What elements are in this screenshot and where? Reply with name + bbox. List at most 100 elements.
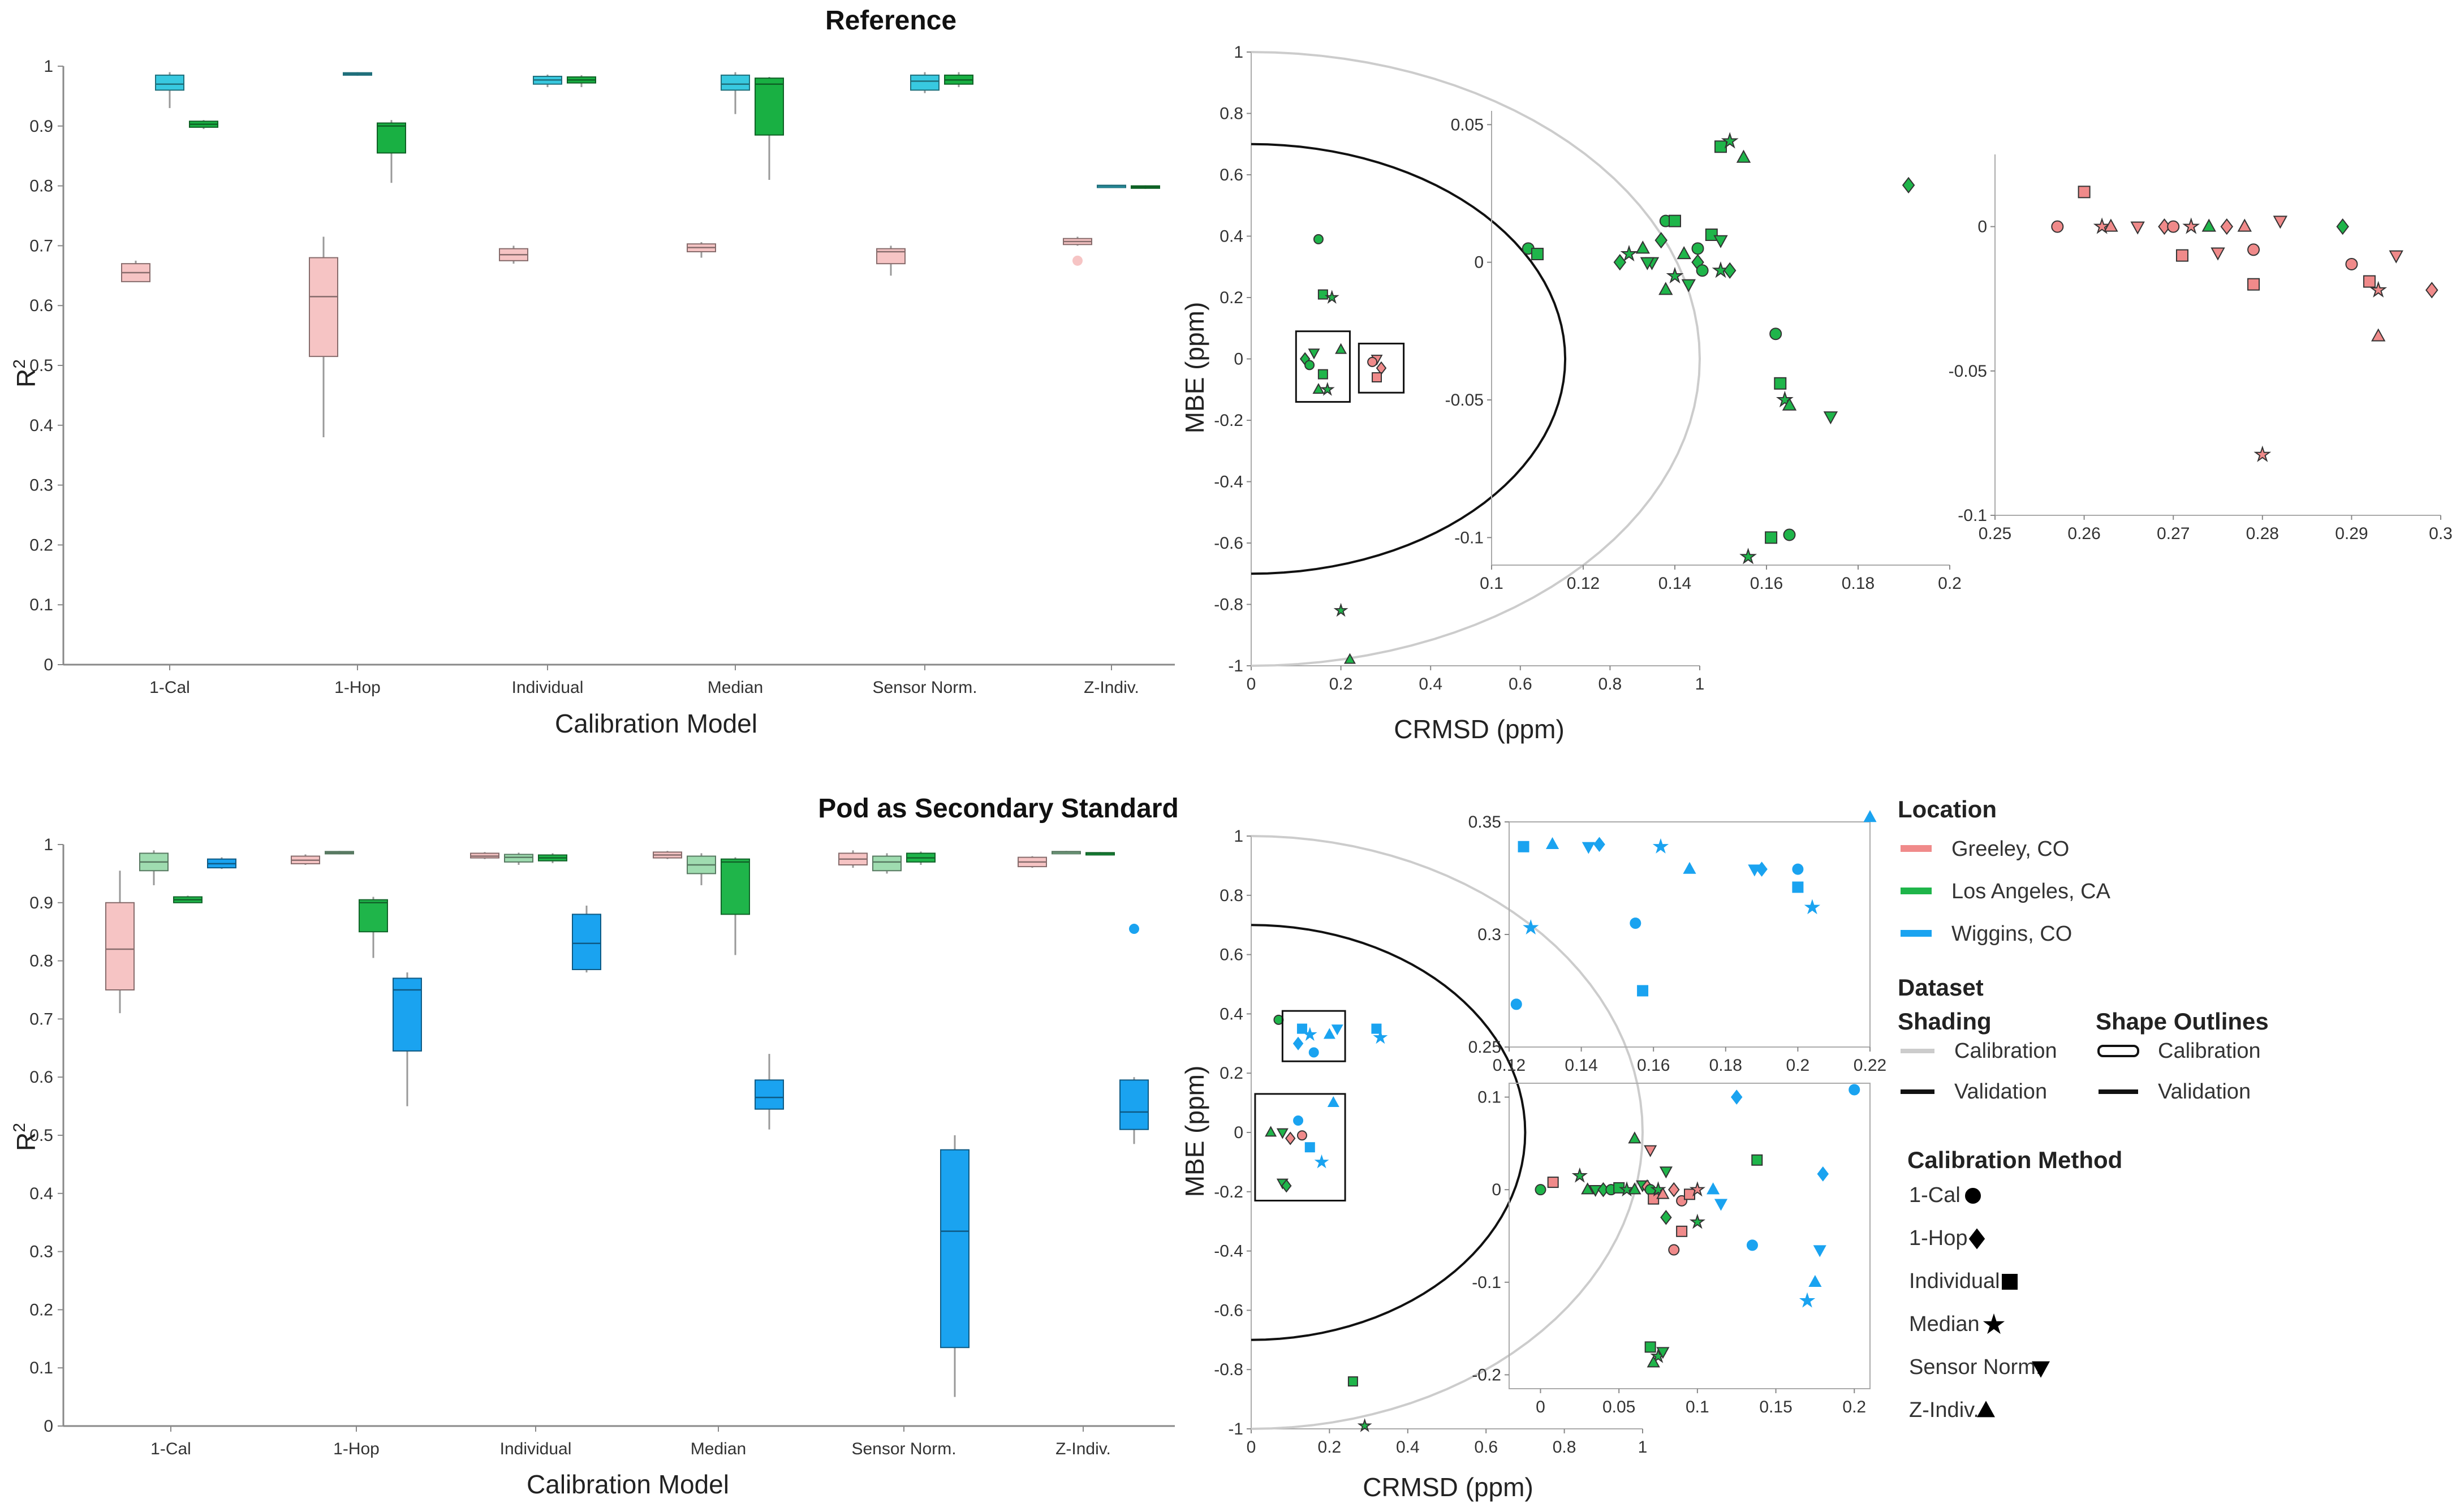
y-tick-label: 0.05: [1451, 115, 1484, 134]
y-tick-label: 0.2: [1220, 1064, 1243, 1083]
reference-zoom-la: 0.1 0.12 0.14 0.16 0.18 0.2 -0.1 -0.05 0 0.05: [1445, 111, 1962, 593]
x-tick-label: 0.16: [1637, 1056, 1670, 1075]
y-tick-label: 0.1: [1477, 1088, 1501, 1107]
y-tick-label: -0.4: [1214, 473, 1243, 492]
data-point: [1799, 1292, 1816, 1308]
x-tick-label: 0.2: [1842, 1398, 1866, 1416]
x-tick-label: Sensor Norm.: [872, 678, 977, 697]
data-point: [1314, 1154, 1329, 1169]
x-tick-label: 0: [1247, 675, 1256, 693]
data-point: [1660, 1209, 1672, 1225]
outlier: [1072, 255, 1083, 266]
target-circle: [1251, 51, 1701, 667]
y-tick-label: -0.6: [1214, 534, 1243, 553]
box: [377, 122, 406, 154]
x-tick-label: 0.26: [2067, 524, 2100, 543]
x-tick-label: 0.1: [1686, 1398, 1709, 1416]
data-point: [1676, 1225, 1688, 1237]
data-point: [1510, 998, 1522, 1010]
data-point: [1571, 1167, 1588, 1183]
reference-title: Reference: [825, 6, 956, 36]
x-tick-label: 0.05: [1602, 1398, 1635, 1416]
y-tick-label: 1: [44, 835, 53, 854]
reference-xlabel: Calibration Model: [555, 709, 757, 738]
data-point: [1776, 390, 1794, 408]
x-tick-label: Z-Indiv.: [1055, 1440, 1111, 1458]
x-tick-label: 0.14: [1658, 574, 1691, 593]
reference-zoom-greeley: 0.25 0.26 0.27 0.28 0.29 0.3 -0.1 -0.05 0: [1949, 154, 2453, 543]
data-point: [1654, 232, 1668, 249]
y-tick-label: 1: [1234, 827, 1243, 846]
legend-method-0: 1-Cal: [1909, 1183, 1961, 1207]
data-point: [1714, 1199, 1728, 1211]
y-tick-label: 0.1: [29, 1359, 53, 1377]
pod-boxplot: 0 0.1 0.2 0.3 0.4 0.5 0.6 0.7 0.8 0.9 1 1-Cal 1-Hop I…: [29, 835, 1175, 1458]
x-tick-label: 0.15: [1759, 1398, 1792, 1416]
y-tick-label: 0.4: [1220, 227, 1243, 246]
data-point: [1656, 1347, 1670, 1359]
data-point: [1644, 1341, 1656, 1353]
legend-outline-val: Validation: [2158, 1080, 2251, 1104]
data-point: [1668, 1182, 1680, 1197]
data-point: [2182, 217, 2200, 234]
y-tick-label: -0.2: [1472, 1365, 1501, 1384]
data-point: [1968, 1228, 1985, 1250]
data-point: [2247, 278, 2260, 291]
data-point: [1849, 1084, 1860, 1096]
reference-boxplot: 0 0.1 0.2 0.3 0.4 0.5 0.6 0.7 0.8 0.9 1 1-Cal 1-Hop I…: [29, 57, 1175, 697]
legend-dataset-title: Dataset: [1898, 974, 1984, 1001]
legend-method-3: Median: [1909, 1312, 1980, 1336]
data-point: [1792, 881, 1804, 893]
legend-outline-cal-swatch: [2097, 1045, 2139, 1057]
x-tick-label: 0.29: [2335, 524, 2368, 543]
data-point: [1902, 176, 1915, 194]
y-tick-label: 0.7: [29, 1010, 53, 1028]
x-tick-label: 0.28: [2246, 524, 2279, 543]
data-point: [1769, 328, 1782, 341]
legend-method-5: Z-Indiv.: [1909, 1398, 1979, 1422]
data-point: [1644, 1145, 1657, 1157]
data-point: [2237, 218, 2252, 232]
data-point: [1765, 531, 1778, 544]
y-tick-label: 0.2: [1220, 288, 1243, 307]
x-tick-label: 1-Hop: [333, 1440, 380, 1458]
y-tick-label: 0.5: [29, 1126, 53, 1145]
legend-method-2: Individual: [1909, 1269, 2000, 1293]
reference-taylor-xlabel: CRMSD (ppm): [1394, 714, 1565, 744]
y-tick-label: -0.8: [1214, 1360, 1243, 1379]
data-point: [1696, 264, 1709, 277]
data-point: [2201, 218, 2216, 232]
data-point: [1630, 917, 1641, 929]
data-point: [1823, 411, 1838, 425]
data-point: [1689, 1181, 1706, 1197]
data-point: [1317, 289, 1328, 300]
data-point: [1635, 240, 1650, 254]
y-tick-label: -0.4: [1214, 1242, 1243, 1261]
y-tick-label: 0.6: [29, 296, 53, 315]
x-tick-label: Z-Indiv.: [1084, 678, 1139, 697]
legend: Location Greeley, CO Los Angeles, CA Wig…: [1898, 796, 2269, 1422]
legend-shading-val: Validation: [1954, 1080, 2047, 1104]
data-point: [1343, 653, 1356, 664]
legend-outlines-title: Shape Outlines: [2096, 1008, 2269, 1035]
box: [721, 74, 750, 91]
y-tick-label: 0.3: [29, 476, 53, 495]
x-tick-label: 0.27: [2157, 524, 2190, 543]
data-point: [1281, 1179, 1292, 1193]
data-point: [2363, 275, 2376, 288]
y-tick-label: 0.2: [29, 1300, 53, 1319]
x-tick-label: 0: [1247, 1438, 1256, 1457]
box: [309, 257, 338, 357]
data-point: [1357, 1418, 1372, 1432]
y-tick-label: 0: [44, 1417, 53, 1436]
zoom-box: [1281, 1010, 1346, 1062]
data-point: [2211, 247, 2225, 261]
legend-method-4: Sensor Norm.: [1909, 1355, 2041, 1379]
y-tick-label: 0.4: [29, 1184, 53, 1203]
data-point: [1618, 1181, 1635, 1197]
data-point: [2369, 281, 2388, 298]
reference-ylabel: R2: [10, 359, 41, 387]
data-point: [1293, 1115, 1304, 1126]
data-point: [2032, 1361, 2050, 1378]
